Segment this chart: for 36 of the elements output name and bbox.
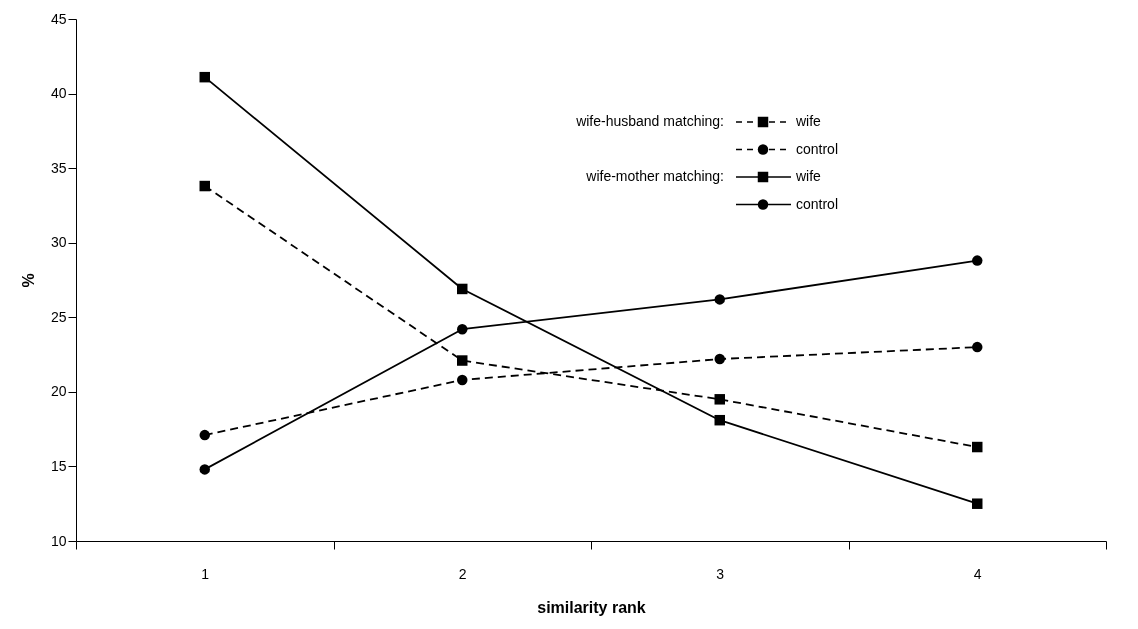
y-tick-label: 40: [50, 85, 67, 102]
point: [199, 180, 210, 192]
legend-label: wife: [795, 168, 822, 184]
y-tick-label: 15: [50, 457, 67, 474]
point: [457, 283, 468, 295]
x-tick-label: 1: [201, 565, 210, 582]
annotation: wife-husband matching:: [575, 113, 724, 129]
y-tick-label: 25: [50, 308, 67, 325]
x-tick-label: 3: [716, 565, 725, 582]
legend-label: wife: [795, 113, 822, 129]
point: [457, 323, 468, 335]
point: [714, 294, 725, 305]
x-tick-label: 4: [973, 565, 982, 582]
x-axis-title: similarity rank: [537, 598, 646, 616]
point: [972, 441, 983, 453]
annotation: wife-mother matching:: [585, 168, 724, 184]
x-tick-label: 2: [458, 565, 467, 582]
point: [199, 464, 210, 475]
point: [457, 374, 468, 386]
y-tick-label: 20: [50, 383, 67, 400]
y-tick-label: 30: [50, 234, 67, 251]
point: [199, 429, 210, 441]
point: [714, 394, 725, 405]
legend-label: control: [796, 140, 839, 157]
y-tick-label: 35: [50, 159, 67, 176]
point: [972, 498, 983, 509]
y-tick-label: 10: [50, 532, 67, 549]
point: [972, 255, 983, 266]
point: [714, 414, 725, 426]
point: [714, 353, 725, 365]
point: [972, 341, 983, 353]
legend-label: control: [796, 195, 839, 212]
point: [457, 355, 468, 366]
y-tick-label: 45: [50, 10, 67, 27]
point: [199, 71, 210, 83]
y-axis-title: %: [19, 273, 37, 288]
